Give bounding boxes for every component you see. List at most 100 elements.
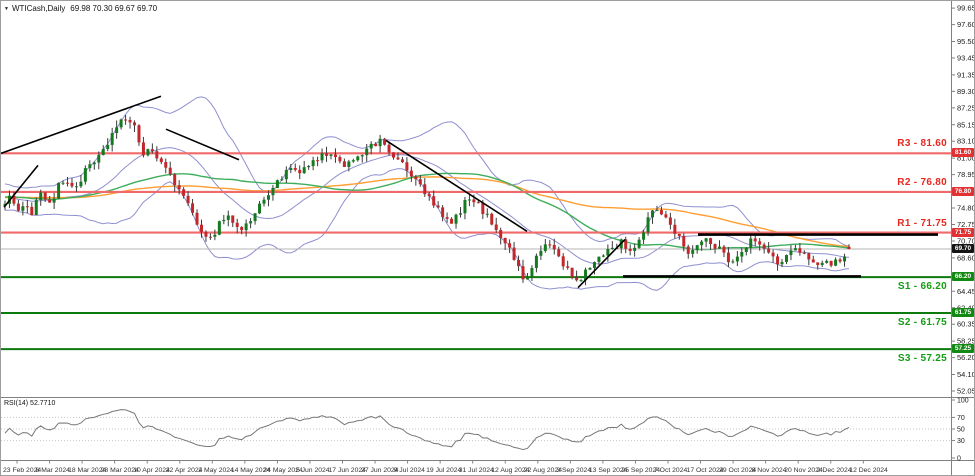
price-tick-label: 60.35 bbox=[957, 320, 975, 329]
candle-body bbox=[333, 154, 337, 158]
candle-body bbox=[508, 243, 512, 248]
date-tick-label: 14 May 2024 bbox=[231, 467, 271, 474]
candle-body bbox=[575, 277, 579, 281]
candle-body bbox=[311, 160, 315, 167]
candle-body bbox=[61, 182, 65, 184]
candle-body bbox=[811, 259, 815, 263]
price-tick-label: 56.20 bbox=[957, 353, 975, 362]
candle-body bbox=[762, 244, 766, 249]
candle-body bbox=[579, 280, 583, 282]
rsi-line bbox=[4, 409, 850, 451]
candle-body bbox=[302, 167, 306, 174]
candle-body bbox=[325, 153, 329, 156]
candle-body bbox=[266, 195, 270, 200]
candle-body bbox=[592, 262, 596, 268]
candle-body bbox=[244, 223, 248, 231]
trend-line bbox=[577, 238, 626, 289]
candle-body bbox=[673, 224, 677, 234]
support-label-s2: S2 - 61.75 bbox=[897, 316, 947, 328]
trend-line bbox=[3, 164, 39, 208]
candle-body bbox=[213, 234, 217, 237]
candle-body bbox=[262, 199, 266, 204]
candle-body bbox=[494, 224, 498, 231]
price-tick-label: 89.30 bbox=[957, 87, 975, 96]
candle-body bbox=[124, 119, 128, 121]
candle-body bbox=[838, 259, 842, 262]
rsi-panel[interactable]: 100 70 50 30 0 bbox=[1, 397, 975, 463]
date-tick-label: 12 Dec 2024 bbox=[849, 467, 888, 474]
candle-body bbox=[557, 249, 561, 257]
candle-body bbox=[347, 161, 351, 167]
date-tick-label: 12 Aug 2024 bbox=[491, 467, 529, 474]
candle-body bbox=[843, 256, 847, 262]
candle-body bbox=[48, 199, 52, 203]
candle-body bbox=[713, 244, 717, 249]
candle-body bbox=[807, 253, 811, 260]
price-tick-label: 83.10 bbox=[957, 137, 975, 146]
date-tick-label: 20 Nov 2024 bbox=[784, 467, 823, 474]
candle-body bbox=[307, 166, 311, 168]
candle-body bbox=[798, 248, 802, 253]
candle-body bbox=[387, 144, 391, 153]
candle-body bbox=[177, 185, 181, 190]
candle-body bbox=[548, 244, 552, 246]
candle-body bbox=[820, 262, 824, 265]
price-tick-label: 78.95 bbox=[957, 170, 975, 179]
axis-price-box-r2: 76.80 bbox=[952, 186, 974, 196]
candle-body bbox=[744, 247, 748, 253]
candle-body bbox=[329, 154, 333, 156]
rsi-tick-label: 70 bbox=[957, 415, 965, 422]
candle-body bbox=[686, 246, 690, 254]
candle-body bbox=[606, 248, 610, 256]
candle-body bbox=[289, 167, 293, 171]
candle-body bbox=[789, 250, 793, 256]
candle-body bbox=[767, 248, 771, 253]
candle-body bbox=[258, 203, 262, 214]
candle-body bbox=[601, 255, 605, 257]
candle-body bbox=[374, 143, 378, 147]
candle-body bbox=[57, 182, 61, 199]
candle-body bbox=[776, 256, 780, 265]
candle-body bbox=[199, 224, 203, 232]
candle-body bbox=[521, 266, 525, 280]
candle-body bbox=[43, 192, 47, 200]
candle-body bbox=[25, 206, 29, 208]
candle-body bbox=[499, 230, 503, 238]
candle-body bbox=[351, 160, 355, 162]
candle-body bbox=[793, 248, 797, 251]
candle-body bbox=[231, 215, 235, 223]
date-tick-label: 23 Feb 2024 bbox=[3, 467, 41, 474]
candle-body bbox=[677, 233, 681, 236]
trend-line bbox=[165, 128, 240, 161]
candle-body bbox=[561, 256, 565, 267]
price-tick-label: 64.45 bbox=[957, 287, 975, 296]
candle-body bbox=[293, 167, 297, 170]
resistance-label-r1: R1 - 71.75 bbox=[897, 217, 947, 229]
price-axis[interactable]: 99.65 97.60 95.50 93.45 91.35 89.30 87.25 85.15… bbox=[951, 1, 975, 476]
candle-body bbox=[88, 164, 92, 169]
price-tick-label: 70.70 bbox=[957, 236, 975, 245]
candle-body bbox=[588, 267, 592, 270]
candle-body bbox=[208, 236, 212, 238]
candle-body bbox=[503, 237, 507, 244]
candle-body bbox=[16, 203, 20, 211]
resistance-label-r2: R2 - 76.80 bbox=[897, 176, 947, 188]
candle-body bbox=[21, 206, 25, 211]
candle-body bbox=[691, 250, 695, 254]
candle-body bbox=[584, 269, 588, 281]
support-label-s3: S3 - 57.25 bbox=[897, 353, 947, 365]
candle-body bbox=[709, 238, 713, 245]
candle-body bbox=[365, 148, 369, 156]
date-tick-label: 2 May 2024 bbox=[198, 467, 234, 474]
candles bbox=[3, 114, 851, 286]
sr-level-lines bbox=[1, 152, 951, 351]
candle-body bbox=[360, 155, 364, 157]
date-tick-label: 6 Mar 2024 bbox=[36, 467, 71, 474]
candle-body bbox=[740, 252, 744, 257]
candle-body bbox=[316, 160, 320, 162]
candle-body bbox=[34, 199, 38, 216]
rsi-tick-label: 0 bbox=[957, 456, 961, 463]
candle-body bbox=[597, 256, 601, 263]
